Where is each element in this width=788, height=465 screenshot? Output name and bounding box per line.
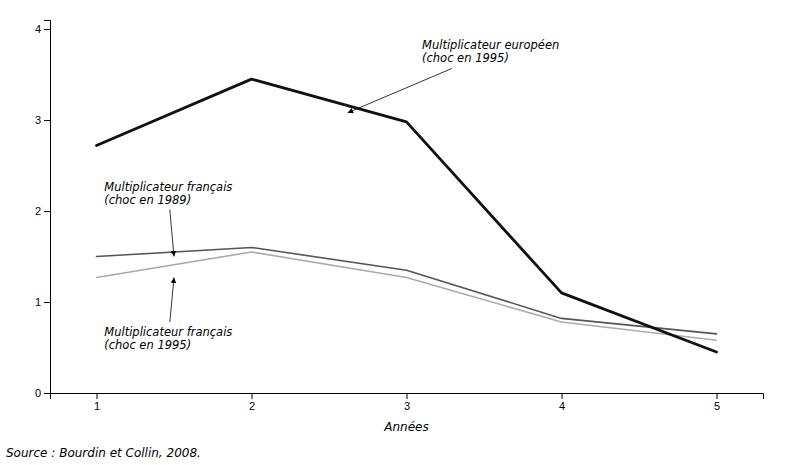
y-tick-mark [44,302,50,303]
annotation-text: Multiplicateur français(choc en 1989) [104,180,232,207]
x-tick-mark [562,393,563,399]
annotation: Multiplicateur européen(choc en 1995) [348,38,560,112]
annotation-line: (choc en 1995) [422,51,509,65]
x-tick-mark [717,393,718,399]
annotation: Multiplicateur français(choc en 1995) [104,277,232,352]
annotation-arrow [170,277,174,322]
annotation-line: (choc en 1989) [104,193,191,207]
x-tick: 3 [404,393,410,412]
x-tick-mark [407,393,408,399]
annotation-line: Multiplicateur français [104,325,232,339]
annotation-text: Multiplicateur français(choc en 1995) [104,325,232,352]
y-tick-mark [44,29,50,30]
y-tick: 4 [35,23,50,35]
y-tick-mark [44,120,50,121]
annotation-line: Multiplicateur français [104,180,232,194]
y-tick: 0 [35,387,50,399]
annotation-text: Multiplicateur européen(choc en 1995) [422,38,559,65]
series-line [97,252,717,340]
y-tick-mark [44,393,50,394]
y-tick-mark [44,211,50,212]
y-tick: 2 [35,205,50,217]
annotation-arrow [348,68,452,112]
series-line [97,79,717,352]
plot-area: 1234501234Multiplicateur européen(choc e… [35,21,764,412]
y-tick: 1 [35,296,50,308]
x-tick-label: 4 [559,400,565,412]
y-axis-line [44,21,51,394]
series-group [97,79,717,352]
annotations: Multiplicateur européen(choc en 1995)Mul… [104,38,559,352]
x-tick-mark [252,393,253,399]
y-axis: 0 1 2 3 4 [35,21,51,400]
source-text: Source : Bourdin et Collin, 2008. [6,446,201,460]
x-tick-label: 1 [94,400,100,412]
annotation-line: (choc en 1995) [104,338,191,352]
annotation: Multiplicateur français(choc en 1989) [104,180,232,257]
x-axis: 1 2 3 4 5 [51,393,764,412]
y-tick-label: 2 [35,205,41,217]
x-tick: 1 [94,393,100,412]
chart-svg: 1234501234Multiplicateur européen(choc e… [0,0,788,465]
x-tick: 2 [249,393,255,412]
x-tick-mark [97,393,98,399]
x-axis-title: Années [383,420,428,434]
x-tick: 5 [714,393,720,412]
x-tick-label: 2 [249,400,255,412]
x-tick-label: 5 [714,400,720,412]
x-tick-label: 3 [404,400,410,412]
series-line [97,247,717,333]
y-tick-label: 1 [35,296,41,308]
y-tick-label: 0 [35,387,41,399]
x-axis-line [51,394,764,400]
x-tick: 4 [559,393,565,412]
annotation-arrow [170,210,174,257]
annotation-line: Multiplicateur européen [422,38,559,52]
y-tick-label: 4 [35,23,41,35]
y-tick: 3 [35,114,50,126]
y-tick-label: 3 [35,114,41,126]
